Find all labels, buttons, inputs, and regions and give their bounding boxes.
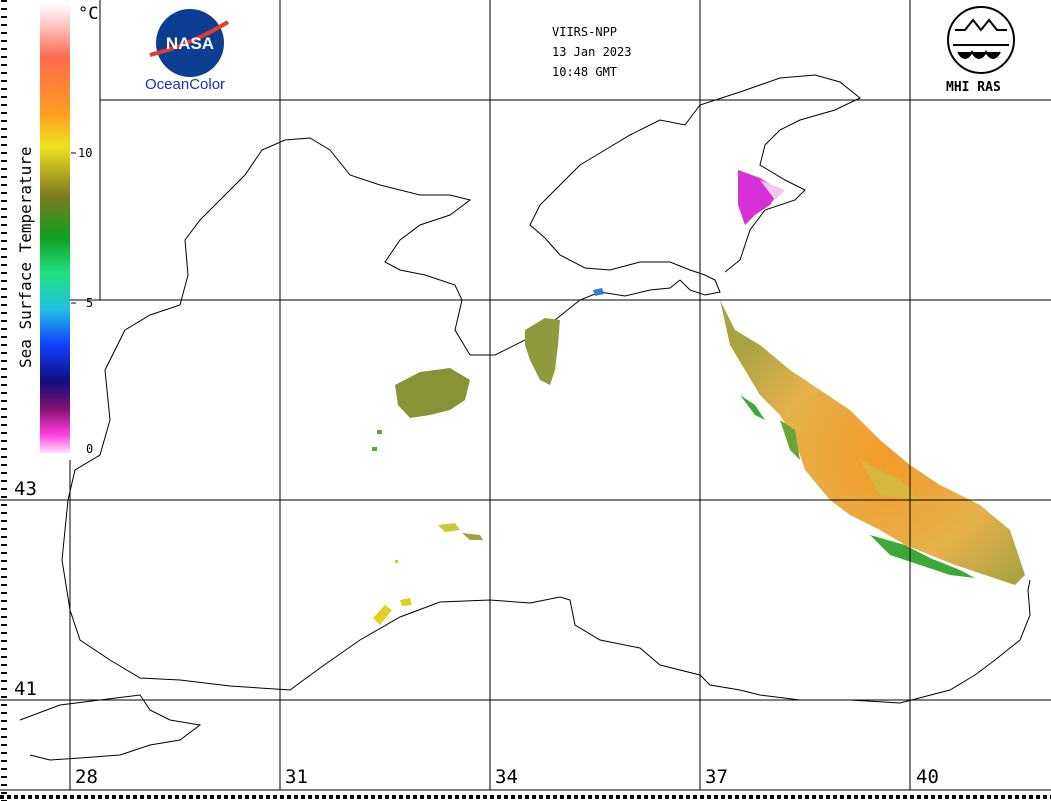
colorbar-title: Sea Surface Temperature (16, 146, 35, 368)
colorbar-tick-10: 10 (78, 146, 93, 160)
lat-label-43: 43 (14, 478, 37, 500)
date-label: 13 Jan 2023 (552, 45, 632, 59)
svg-text:NASA: NASA (166, 34, 214, 53)
lon-label-40: 40 (916, 766, 939, 788)
mhi-logo (947, 6, 1015, 74)
coastline-bosporus (19, 694, 202, 761)
sst-patch-azov (738, 170, 780, 225)
coastline-south (61, 499, 1031, 704)
lon-label-31: 31 (285, 766, 308, 788)
sst-patches (372, 170, 1025, 625)
lat-label-41: 41 (14, 678, 37, 700)
nasa-logo: NASA (149, 9, 230, 77)
lon-label-37: 37 (705, 766, 728, 788)
sst-patch-crimea (525, 318, 560, 385)
lon-label-28: 28 (75, 766, 98, 788)
sst-patch-east (720, 300, 1025, 585)
sst-patch-west (395, 368, 470, 418)
lon-label-34: 34 (495, 766, 518, 788)
colorbar-tick-5: 5 (86, 296, 94, 310)
satellite-label: VIIRS-NPP (552, 25, 618, 39)
colorbar-unit: °C (78, 4, 99, 24)
colorbar-tick-0: 0 (86, 442, 94, 456)
time-label: 10:48 GMT (552, 65, 618, 79)
oceancolor-label: OceanColor (145, 76, 226, 93)
mhi-ras-label: MHI RAS (946, 80, 1001, 95)
colorbar (40, 3, 70, 453)
coastline (67, 74, 861, 501)
